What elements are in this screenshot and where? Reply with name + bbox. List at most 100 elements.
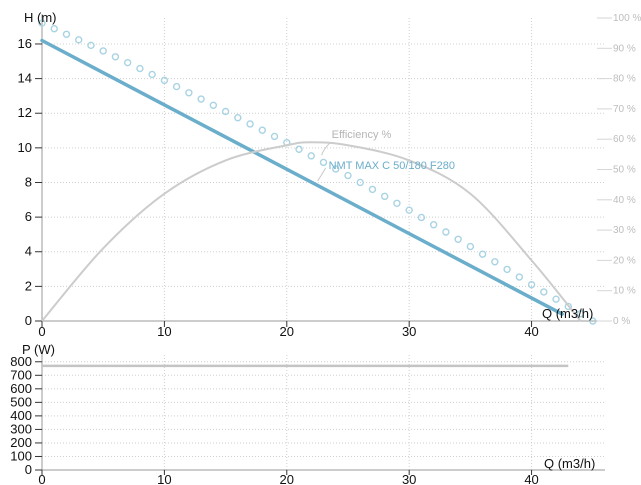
efficiency-y-tick-label: 30 % [613, 225, 636, 236]
head-y-tick-label: 4 [25, 244, 32, 259]
power-x-tick-label: 20 [280, 472, 294, 485]
power-x-ticks: 0 10 20 30 40 [38, 470, 539, 485]
efficiency-curve [41, 141, 582, 322]
head-reference-marker [99, 47, 107, 55]
power-x-tick-label: 10 [157, 472, 171, 485]
efficiency-y-tick-label: 80 % [613, 74, 636, 85]
head-reference-marker [160, 76, 169, 85]
efficiency-y-tick-label: 90 % [613, 43, 636, 54]
efficiency-y-tick-label: 60 % [613, 134, 636, 145]
head-x-tick-label: 30 [402, 324, 416, 339]
efficiency-leader-line [321, 142, 330, 156]
head-y-tick-label: 16 [18, 36, 32, 51]
head-curve-nmt-max [40, 38, 564, 316]
head-reference-marker [393, 199, 401, 207]
power-y-axis-label: P (W) [22, 342, 55, 357]
head-reference-marker [234, 114, 242, 122]
head-reference-marker [111, 53, 120, 61]
head-reference-marker [270, 132, 279, 141]
head-y-tick-label: 10 [18, 140, 32, 155]
head-reference-marker [589, 317, 597, 325]
head-reference-marker [209, 101, 218, 109]
power-y-tick-label: 700 [10, 367, 32, 382]
head-reference-marker [552, 295, 560, 303]
head-reference-marker [368, 185, 377, 194]
head-reference-marker [319, 158, 328, 167]
head-reference-marker [62, 30, 71, 38]
head-x-tick-label: 20 [280, 324, 294, 339]
head-y-ticks: 0 2 4 6 8 10 12 14 16 [18, 36, 42, 328]
head-reference-marker [332, 165, 340, 173]
series-annotation: NMT MAX C 50/180 F280 [329, 160, 455, 172]
efficiency-y-tick-label: 50 % [613, 165, 636, 176]
head-reference-marker [136, 64, 144, 73]
head-reference-marker [527, 280, 536, 289]
power-plot-area [42, 355, 605, 470]
power-x-axis-label: Q (m3/h) [544, 456, 595, 471]
head-reference-marker [246, 120, 254, 128]
power-x-tick-label: 30 [402, 472, 416, 485]
head-x-tick-label: 40 [524, 324, 538, 339]
head-x-tick-label: 10 [157, 324, 171, 339]
head-reference-marker [258, 126, 267, 134]
series-leader-line [317, 167, 327, 182]
head-y-tick-label: 12 [18, 105, 32, 120]
head-reference-marker [172, 82, 181, 91]
power-y-tick-label: 100 [10, 448, 32, 463]
power-y-tick-label: 0 [25, 462, 32, 477]
head-reference-marker [478, 250, 487, 258]
head-y-tick-label: 0 [25, 313, 32, 328]
head-reference-marker [503, 265, 511, 274]
head-x-tick-label: 0 [38, 324, 45, 339]
power-y-tick-label: 400 [10, 408, 32, 423]
head-reference-marker [491, 258, 499, 266]
power-y-tick-label: 800 [10, 354, 32, 369]
efficiency-y-tick-label: 100 % [613, 13, 641, 24]
head-reference-marker [307, 152, 315, 160]
efficiency-y-tick-label: 70 % [613, 104, 636, 115]
head-reference-marker [540, 288, 548, 296]
head-y-axis-label: H (m) [24, 10, 57, 25]
efficiency-y-tick-label: 40 % [613, 195, 636, 206]
head-reference-marker [429, 221, 438, 229]
head-reference-marker [564, 302, 572, 311]
head-y-tick-label: 2 [25, 278, 32, 293]
head-y-tick-label: 8 [25, 174, 32, 189]
head-reference-marker [344, 171, 352, 180]
efficiency-y-tick-label: 20 % [613, 255, 636, 266]
power-y-tick-label: 300 [10, 421, 32, 436]
head-reference-marker [454, 235, 462, 243]
efficiency-y-ticks: 0 % 10 % 20 % 30 % 40 % 50 % 60 % 70 % 80 % 90 % 1… [597, 13, 641, 327]
power-y-tick-label: 600 [10, 381, 32, 396]
head-series [38, 19, 597, 325]
head-reference-marker [576, 310, 585, 318]
power-y-tick-label: 200 [10, 435, 32, 450]
head-annotations: Efficiency % NMT MAX C 50/180 F280 [317, 129, 455, 182]
head-reference-marker [221, 107, 230, 116]
head-x-ticks: 0 10 20 30 40 [38, 321, 539, 339]
head-reference-marker [197, 95, 205, 103]
power-y-tick-label: 500 [10, 394, 32, 409]
head-reference-marker [405, 206, 413, 214]
head-reference-marker [148, 70, 156, 79]
head-plot-area [42, 18, 605, 321]
head-x-axis-label: Q (m3/h) [542, 306, 593, 321]
head-reference-marker [123, 58, 132, 67]
power-x-tick-label: 40 [524, 472, 538, 485]
head-reference-marker [50, 25, 58, 33]
head-reference-marker [380, 192, 389, 201]
head-reference-marker [466, 242, 475, 251]
head-reference-marker [185, 89, 193, 97]
head-reference-marker [87, 41, 95, 50]
head-reference-marker [417, 213, 426, 222]
power-grid [41, 353, 605, 471]
head-y-tick-label: 6 [25, 209, 32, 224]
head-reference-marker [75, 36, 83, 44]
power-x-tick-label: 0 [38, 472, 45, 485]
head-reference-marker [515, 273, 524, 281]
head-reference-marker [442, 228, 450, 236]
head-reference-marker [295, 145, 303, 153]
efficiency-y-tick-label: 10 % [613, 286, 636, 297]
